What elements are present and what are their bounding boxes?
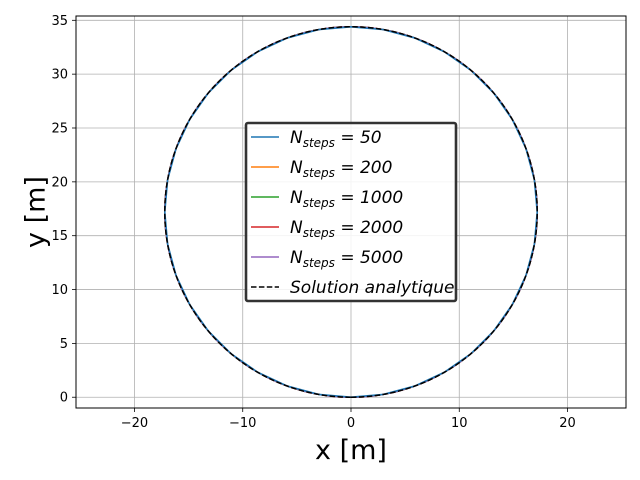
legend-label-sub: steps — [303, 226, 335, 240]
legend-label-rest: = 200 — [335, 158, 393, 178]
legend-label-sub: steps — [303, 136, 335, 150]
legend-label-sub: steps — [303, 166, 335, 180]
legend-label-sub: steps — [303, 256, 335, 270]
y-tick-label: 20 — [51, 175, 68, 190]
legend-entry-0: Nsteps = 50 — [290, 128, 382, 150]
legend-entry-4: Nsteps = 5000 — [290, 248, 403, 270]
x-tick-label: −20 — [121, 416, 148, 431]
series-layer — [163, 25, 539, 399]
y-axis-label: y [m] — [21, 176, 52, 248]
legend-label-rest: = 1000 — [335, 188, 403, 208]
ticks: −20 −10 0 10 20 0 5 10 15 20 25 30 35 — [51, 14, 575, 431]
legend-entry-3: Nsteps = 2000 — [290, 218, 403, 240]
x-tick-label: −10 — [229, 416, 256, 431]
legend-label-main: Solution analytique — [290, 278, 454, 298]
y-tick-label: 35 — [51, 14, 68, 29]
legend-entry-5: Solution analytique — [290, 278, 454, 298]
legend-box — [244, 121, 458, 303]
x-tick-label: 20 — [559, 416, 576, 431]
y-tick-label: 5 — [60, 337, 68, 352]
y-tick-label: 25 — [51, 122, 68, 137]
legend-entry-1: Nsteps = 200 — [290, 158, 392, 180]
legend-label-rest: = 2000 — [335, 218, 403, 238]
x-axis-label: x [m] — [315, 435, 387, 466]
legend-label-main: N — [290, 158, 303, 178]
x-tick-label: 10 — [451, 416, 468, 431]
legend-label-main: N — [290, 218, 303, 238]
y-tick-label: 30 — [51, 68, 68, 83]
x-tick-label: 0 — [347, 416, 355, 431]
legend-label-rest: = 5000 — [335, 248, 403, 268]
legend-label-sub: steps — [303, 196, 335, 210]
legend-entry-2: Nsteps = 1000 — [290, 188, 403, 210]
series-line-5 — [164, 26, 538, 398]
y-tick-label: 0 — [60, 391, 68, 406]
y-tick-label: 15 — [51, 229, 68, 244]
legend-label-main: N — [290, 188, 303, 208]
legend-label-main: N — [290, 248, 303, 268]
legend-label-main: N — [290, 128, 303, 148]
y-tick-label: 10 — [51, 283, 68, 298]
legend-label-rest: = 50 — [335, 128, 382, 148]
